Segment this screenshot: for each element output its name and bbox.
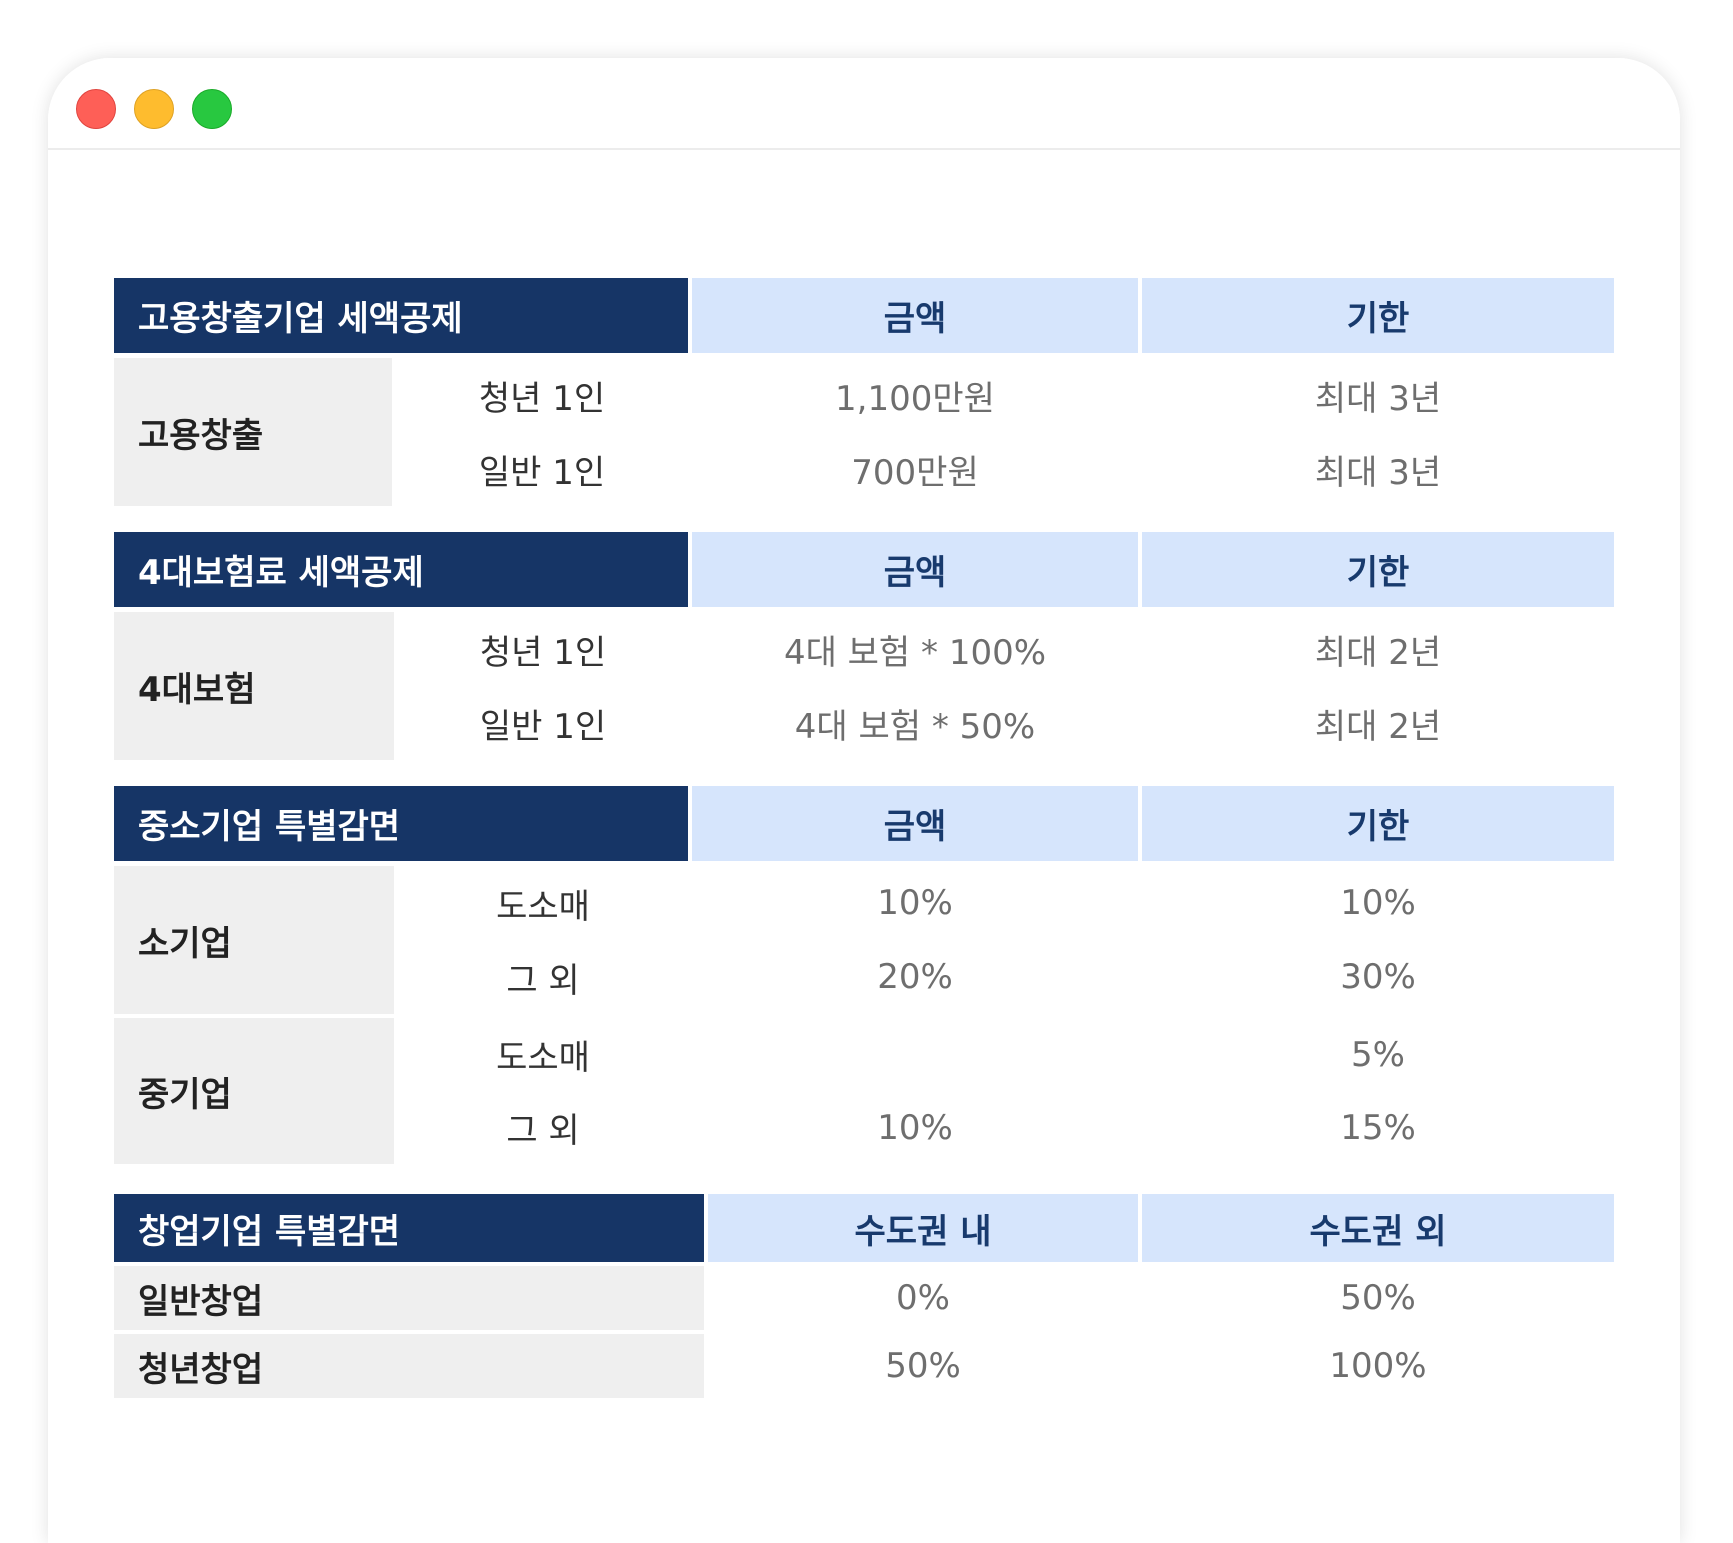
column-header-inside-capital: 수도권 내 [708, 1194, 1138, 1262]
section-title: 중소기업 특별감면 [114, 786, 688, 861]
startup-reduction-table: 창업기업 특별감면 수도권 내 수도권 외 일반창업 0% 50% 청년창업 5… [114, 1194, 1614, 1398]
period-value: 최대 2년 [1314, 706, 1442, 747]
amount-value [692, 1018, 1138, 1091]
amount-value: 700만원 [851, 452, 979, 493]
category-label: 고용창출 [114, 358, 392, 506]
column-header-amount: 금액 [692, 532, 1138, 607]
employment-credit-table: 고용창출기업 세액공제 금액 기한 고용창출 청년 1인 1,100만원 최대 … [114, 278, 1614, 506]
outside-value: 100% [1329, 1346, 1427, 1386]
period-value: 최대 3년 [1314, 452, 1442, 493]
category-label: 청년창업 [114, 1334, 704, 1398]
row-label: 도소매 [496, 1038, 590, 1078]
column-header-outside-capital: 수도권 외 [1142, 1194, 1614, 1262]
column-header-period: 기한 [1142, 532, 1614, 607]
amount-value: 4대 보험 * 100% [783, 632, 1047, 673]
row-label: 일반 1인 [478, 452, 606, 493]
maximize-window-button[interactable] [192, 89, 232, 129]
section-title: 창업기업 특별감면 [114, 1194, 704, 1262]
close-window-button[interactable] [76, 89, 116, 129]
row-label: 청년 1인 [478, 378, 606, 419]
period-value: 30% [1340, 957, 1416, 997]
category-label: 일반창업 [114, 1266, 704, 1330]
row-label: 그 외 [506, 960, 580, 1001]
app-window: 고용창출기업 세액공제 금액 기한 고용창출 청년 1인 1,100만원 최대 … [48, 58, 1680, 1543]
category-label: 4대보험 [114, 612, 394, 760]
sme-reduction-table: 중소기업 특별감면 금액 기한 소기업 도소매 10% 10% 그 외 20% … [114, 786, 1614, 1164]
period-value: 15% [1340, 1107, 1416, 1148]
amount-value: 4대 보험 * 50% [794, 706, 1036, 747]
window-titlebar [48, 58, 1680, 150]
column-header-amount: 금액 [692, 278, 1138, 353]
period-value: 5% [1351, 1034, 1405, 1075]
amount-value: 20% [877, 957, 953, 997]
insurance-credit-table: 4대보험료 세액공제 금액 기한 4대보험 청년 1인 4대 보험 * 100%… [114, 532, 1614, 760]
row-label: 일반 1인 [479, 706, 607, 747]
section-title: 4대보험료 세액공제 [114, 532, 688, 607]
period-value: 최대 3년 [1314, 378, 1442, 419]
section-title: 고용창출기업 세액공제 [114, 278, 688, 353]
amount-value: 1,100만원 [835, 378, 995, 419]
category-label: 소기업 [114, 866, 394, 1014]
row-label: 청년 1인 [479, 632, 607, 673]
row-label: 도소매 [496, 886, 590, 927]
period-value: 10% [1340, 883, 1416, 923]
column-header-period: 기한 [1142, 278, 1614, 353]
column-header-amount: 금액 [692, 786, 1138, 861]
amount-value: 10% [877, 883, 953, 923]
inside-value: 50% [885, 1346, 961, 1386]
period-value: 최대 2년 [1314, 632, 1442, 673]
content-area: 고용창출기업 세액공제 금액 기한 고용창출 청년 1인 1,100만원 최대 … [48, 150, 1680, 1543]
category-label: 중기업 [114, 1018, 394, 1164]
column-header-period: 기한 [1142, 786, 1614, 861]
inside-value: 0% [896, 1278, 950, 1318]
minimize-window-button[interactable] [134, 89, 174, 129]
amount-value: 10% [877, 1107, 953, 1148]
row-label: 그 외 [506, 1111, 580, 1151]
outside-value: 50% [1340, 1278, 1416, 1318]
